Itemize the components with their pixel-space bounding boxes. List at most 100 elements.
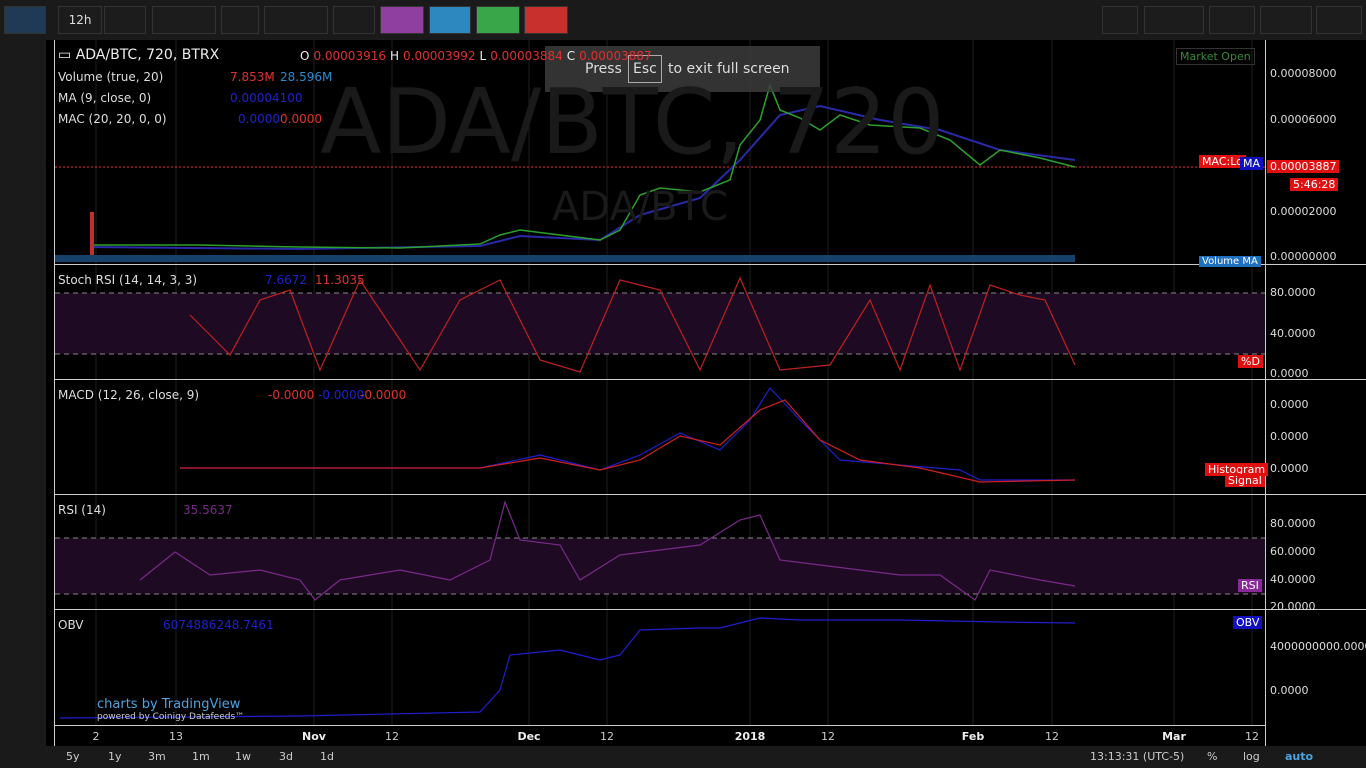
time-tick: 13 (169, 730, 183, 743)
notice-text: to exit full screen (668, 61, 790, 77)
price-tick: 0.00000000 (1270, 250, 1337, 263)
pane-tick: 0.0000 (1270, 430, 1309, 443)
range-button[interactable]: 5y (66, 750, 80, 763)
ohlc-value: 0.00003916 (313, 49, 386, 63)
compare[interactable] (333, 6, 375, 34)
range-button[interactable]: 3d (279, 750, 293, 763)
range-button[interactable]: 1d (320, 750, 334, 763)
indicator-value: 7.853M (230, 70, 275, 84)
grid (95, 40, 1253, 725)
log-toggle[interactable]: log (1243, 750, 1260, 763)
ohlc: O 0.00003916 H 0.00003992 L 0.00003884 C 0.0000… (300, 49, 656, 63)
price-tick: 0.00006000 (1270, 113, 1337, 126)
pane-title: Stoch RSI (14, 14, 3, 3) (58, 273, 198, 287)
range-button[interactable]: 1m (192, 750, 210, 763)
time-tick: Nov (302, 730, 326, 743)
price-badge: 0.00003887 (1267, 160, 1340, 173)
pane-tick: 4000000000.0000 (1270, 640, 1366, 653)
stoch-band (55, 293, 1265, 354)
load[interactable] (1260, 6, 1312, 34)
time-tick: 12 (1045, 730, 1059, 743)
ohlc-value: 0.00003887 (579, 49, 652, 63)
time-tick: Mar (1162, 730, 1186, 743)
volume-area (55, 255, 1075, 262)
buy-button[interactable] (476, 6, 520, 34)
cube-button[interactable] (380, 6, 424, 34)
fullscreen[interactable] (1102, 6, 1138, 34)
ohlc-label: L (479, 49, 487, 63)
watermark-sub: ADA/BTC (552, 184, 728, 230)
snapshot[interactable] (1209, 6, 1255, 34)
symbol-text: ADA/BTC, 720, BTRX (75, 47, 220, 63)
indicator-name: Volume (true, 20) (58, 70, 164, 84)
pane-value: -0.0000 (318, 388, 365, 402)
notice-key: Esc (628, 55, 662, 83)
ohlc-label: H (389, 49, 400, 63)
interval-menu[interactable] (104, 6, 146, 34)
price-line-approx (90, 82, 1076, 249)
cursor-tool[interactable] (4, 6, 46, 34)
time-tick: 12 (385, 730, 399, 743)
rsi-band (55, 538, 1265, 594)
ohlc-value: 0.00003992 (403, 49, 476, 63)
range-button[interactable]: 3m (148, 750, 166, 763)
stoch-d-line (189, 276, 1076, 373)
ohlc-value: 0.00003884 (490, 49, 563, 63)
indicator-value: 0.0000 (280, 112, 322, 126)
notice-text: Press (585, 61, 622, 77)
time-tick: Feb (961, 730, 985, 743)
pane-badge: OBV (1233, 616, 1263, 629)
pane-separators (54, 40, 1366, 746)
pane-tick: 60.0000 (1270, 545, 1316, 558)
left-toolbar (0, 40, 46, 746)
clock: 13:13:31 (UTC-5) (1090, 750, 1185, 763)
pane-value: 7.6672 (265, 273, 307, 287)
auto-toggle[interactable]: auto (1285, 750, 1314, 763)
ohlc-label: O (300, 49, 310, 63)
watermark: ADA/BTC, 720 (320, 70, 945, 175)
pane-value: -0.0000 (360, 388, 407, 402)
indicator-value: 0.00004100 (230, 91, 303, 105)
indicators[interactable] (264, 6, 328, 34)
pane-badge: Signal (1225, 474, 1265, 487)
pane-tick: 0.0000 (1270, 398, 1309, 411)
pane-title: RSI (14) (58, 503, 106, 517)
symbol: ▭ ADA/BTC, 720, BTRX (58, 47, 220, 63)
time-tick: 2 (92, 730, 100, 743)
time-tick: Dec (517, 730, 541, 743)
signal-line (180, 399, 1076, 483)
pane-value: 35.5637 (183, 503, 233, 517)
interval-button[interactable]: 12h (58, 6, 102, 34)
time-tick: 2018 (734, 730, 766, 743)
settings[interactable] (221, 6, 259, 34)
range-button[interactable]: 1w (235, 750, 251, 763)
obv-line (59, 617, 1076, 719)
rsi-line (139, 500, 1076, 601)
range-button[interactable]: 1y (108, 750, 122, 763)
percent-toggle[interactable]: % (1207, 750, 1218, 763)
time-tick: 12 (600, 730, 614, 743)
time-tick: 12 (821, 730, 835, 743)
price-tick: 0.00008000 (1270, 67, 1337, 80)
ohlc-label: C (566, 49, 576, 63)
pane-badge: Histogram (1205, 463, 1269, 476)
pane-badge: %D (1238, 355, 1263, 368)
pane-badge: RSI (1238, 579, 1262, 592)
pane-tick: 80.0000 (1270, 286, 1316, 299)
undo-redo[interactable] (1144, 6, 1204, 34)
pane-tick: 20.0000 (1270, 600, 1316, 613)
fullscreen-notice (545, 46, 820, 92)
announce-button[interactable] (429, 6, 471, 34)
pane-tick: 40.0000 (1270, 327, 1316, 340)
save[interactable] (1316, 6, 1362, 34)
chart-style[interactable] (152, 6, 216, 34)
price-tick: 0.00002000 (1270, 205, 1337, 218)
branding-sub: powered by Coinigy Datafeeds™ (97, 712, 245, 722)
pane-tick: 0.0000 (1270, 684, 1309, 697)
sell-button[interactable] (524, 6, 568, 34)
bottom-toolbar (0, 746, 1366, 768)
mac-badge: MAC:Lo (1199, 155, 1246, 168)
indicator-name: MA (9, close, 0) (58, 91, 152, 105)
ma-line (89, 104, 1076, 251)
